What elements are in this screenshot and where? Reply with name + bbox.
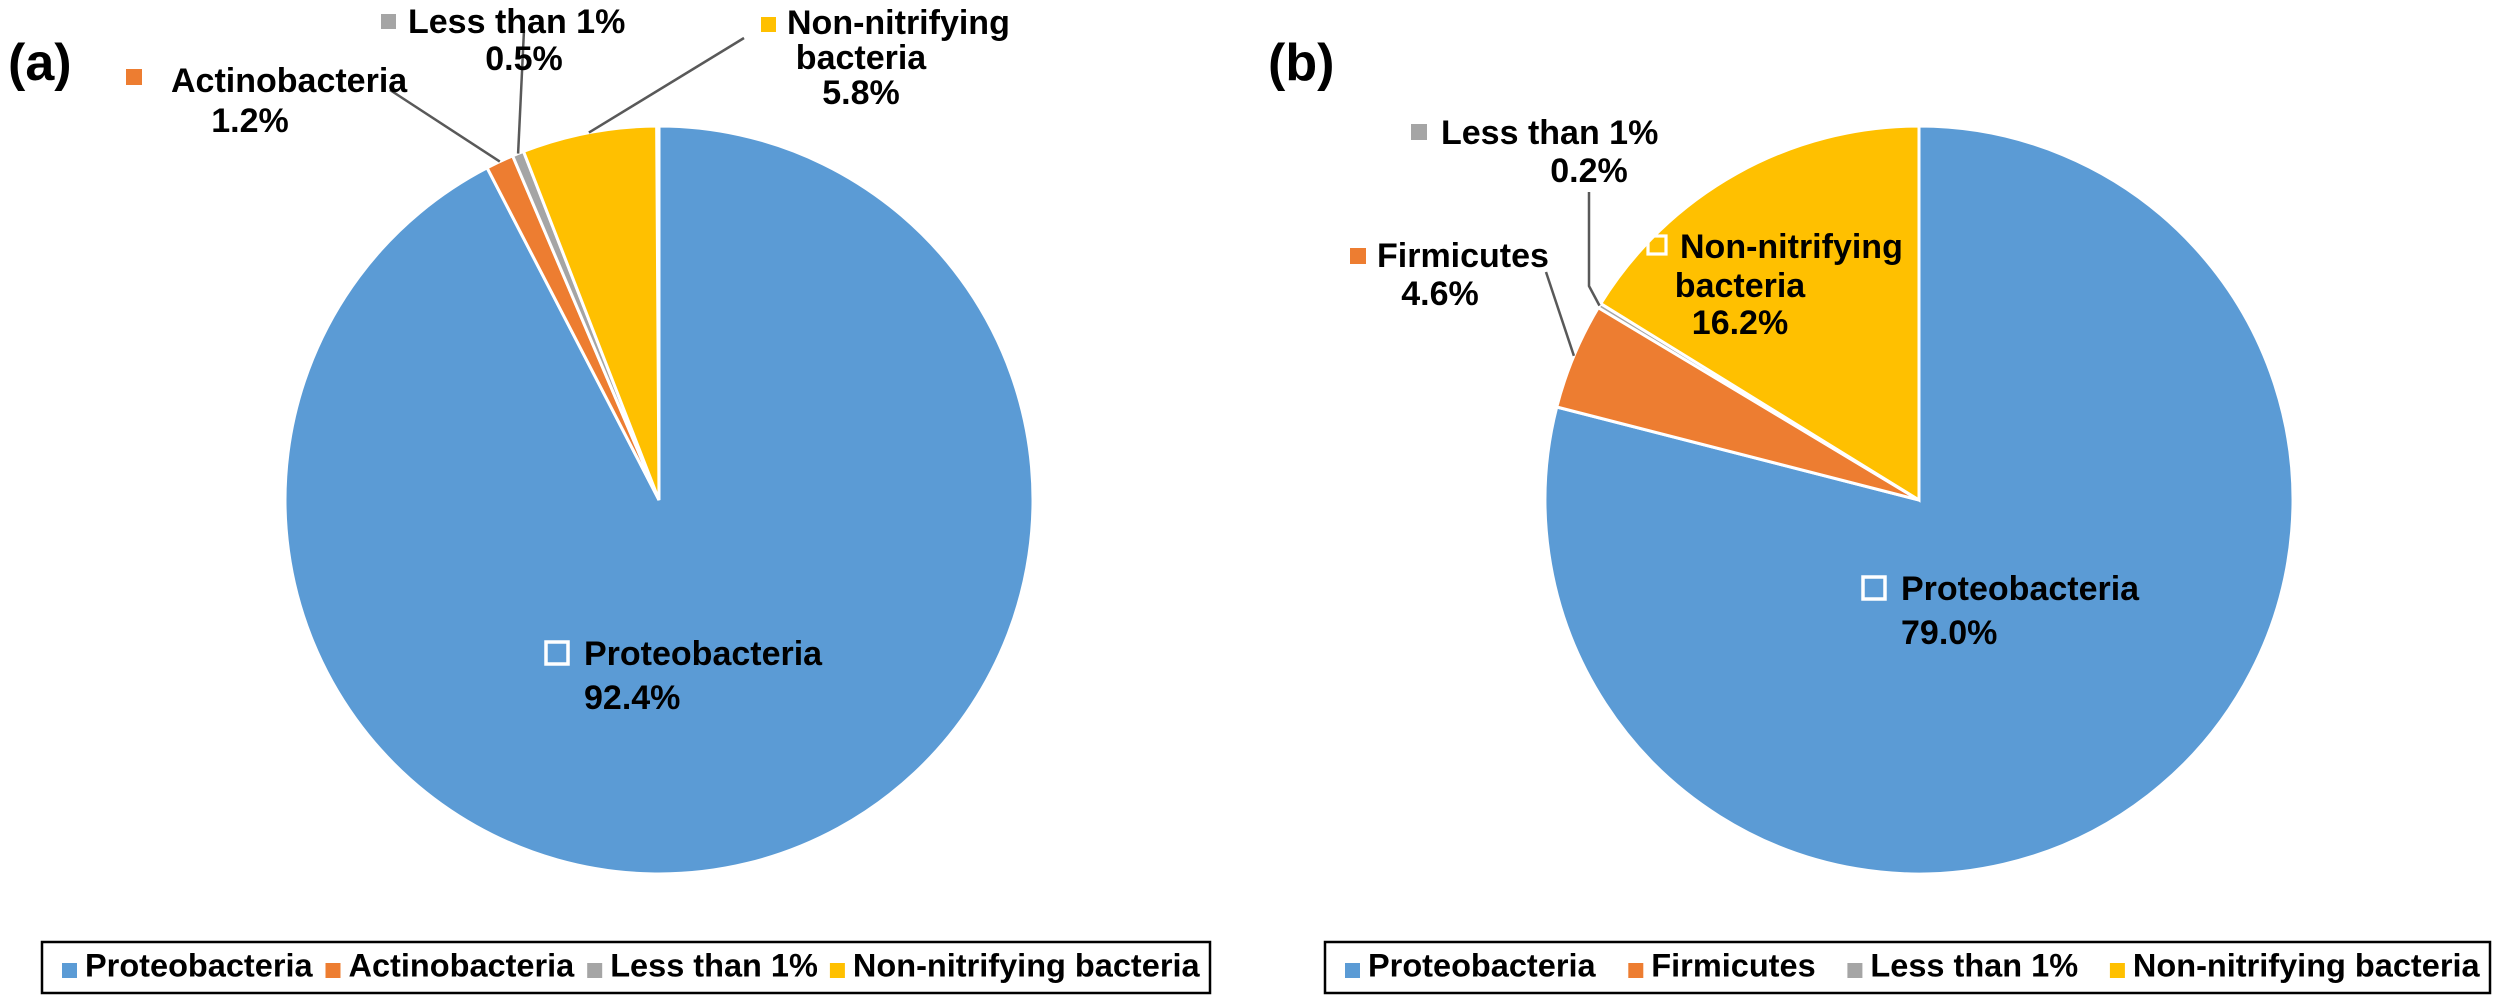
svg-text:Proteobacteria: Proteobacteria (1368, 948, 1597, 984)
svg-text:Non-nitrifying bacteria: Non-nitrifying bacteria (853, 948, 1201, 984)
svg-text:Actinobacteria: Actinobacteria (349, 948, 576, 984)
svg-text:Less than 1%: Less than 1% (408, 3, 625, 41)
svg-text:Proteobacteria: Proteobacteria (584, 635, 823, 673)
svg-text:5.8%: 5.8% (822, 74, 900, 112)
svg-text:Actinobacteria: Actinobacteria (171, 62, 408, 100)
svg-text:Firmicutes: Firmicutes (1651, 948, 1815, 984)
svg-text:Non-nitrifying: Non-nitrifying (1680, 228, 1903, 266)
svg-text:92.4%: 92.4% (584, 679, 680, 717)
svg-text:Less than 1%: Less than 1% (1870, 948, 2078, 984)
svg-text:1.2%: 1.2% (211, 102, 289, 140)
svg-text:(a): (a) (8, 34, 72, 92)
svg-text:0.5%: 0.5% (485, 40, 563, 78)
svg-text:Less than 1%: Less than 1% (1441, 114, 1658, 152)
svg-text:16.2%: 16.2% (1692, 304, 1788, 342)
svg-text:Proteobacteria: Proteobacteria (1901, 570, 2140, 608)
svg-text:bacteria: bacteria (796, 39, 927, 77)
svg-text:bacteria: bacteria (1675, 267, 1806, 305)
svg-text:(b): (b) (1268, 34, 1334, 92)
svg-text:4.6%: 4.6% (1401, 275, 1479, 313)
svg-text:Proteobacteria: Proteobacteria (85, 948, 314, 984)
svg-text:Firmicutes: Firmicutes (1377, 237, 1549, 275)
svg-text:0.2%: 0.2% (1550, 152, 1628, 190)
svg-text:Less than 1%: Less than 1% (610, 948, 818, 984)
svg-text:Non-nitrifying bacteria: Non-nitrifying bacteria (2133, 948, 2481, 984)
svg-text:Non-nitrifying: Non-nitrifying (787, 4, 1010, 42)
svg-text:79.0%: 79.0% (1901, 614, 1997, 652)
